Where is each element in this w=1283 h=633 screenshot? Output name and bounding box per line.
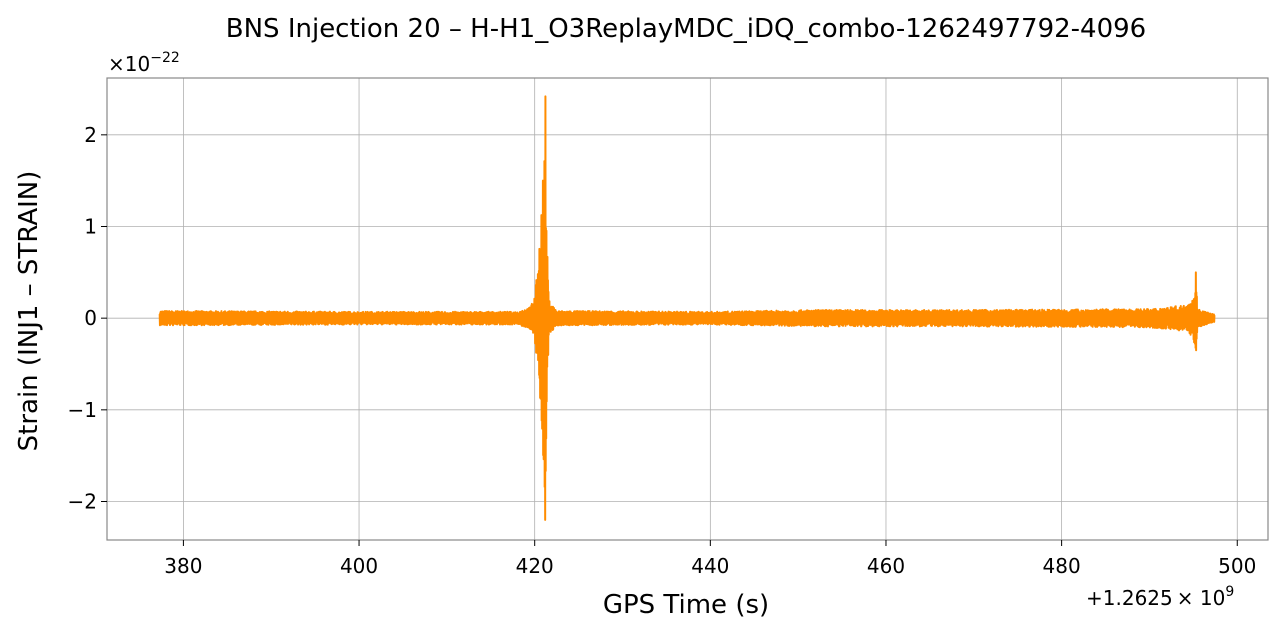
y-tick-label-2: 0 — [84, 306, 97, 330]
x-tick-label-0: 380 — [164, 554, 202, 578]
y-multiplier: ×10−22 — [108, 50, 180, 76]
y-multiplier-exp: −22 — [150, 50, 180, 66]
x-tick-label-6: 500 — [1218, 554, 1256, 578]
y-tick-label-1: −1 — [68, 398, 97, 422]
x-tick-label-1: 400 — [340, 554, 378, 578]
grid-lines — [107, 78, 1268, 540]
y-axis-ticks: −2 −1 0 1 2 — [68, 123, 107, 514]
y-tick-label-3: 1 — [84, 215, 97, 239]
chart-title: BNS Injection 20 – H-H1_O3ReplayMDC_iDQ_… — [226, 14, 1146, 44]
axes — [106, 77, 1269, 541]
x-offset-exp: 9 — [1225, 584, 1234, 600]
series-strain — [158, 95, 1216, 521]
plot-frame — [106, 77, 1269, 541]
y-multiplier-base: ×10 — [108, 52, 150, 76]
x-offset-value: +1.2625 — [1086, 586, 1173, 610]
x-offset-times: × 10 — [1177, 586, 1226, 610]
x-tick-label-3: 440 — [691, 554, 729, 578]
x-tick-label-5: 480 — [1043, 554, 1081, 578]
y-tick-label-0: −2 — [68, 490, 97, 514]
strain-line — [158, 95, 1216, 521]
y-axis-label: Strain (INJ1 – STRAIN) — [14, 171, 44, 452]
y-tick-label-4: 2 — [84, 123, 97, 147]
x-axis-ticks: 380 400 420 440 460 480 500 — [164, 540, 1256, 578]
x-offset-label: +1.2625 × 109 — [1086, 584, 1234, 610]
x-tick-label-2: 420 — [516, 554, 554, 578]
x-axis-label: GPS Time (s) — [603, 590, 769, 620]
x-tick-label-4: 460 — [867, 554, 905, 578]
